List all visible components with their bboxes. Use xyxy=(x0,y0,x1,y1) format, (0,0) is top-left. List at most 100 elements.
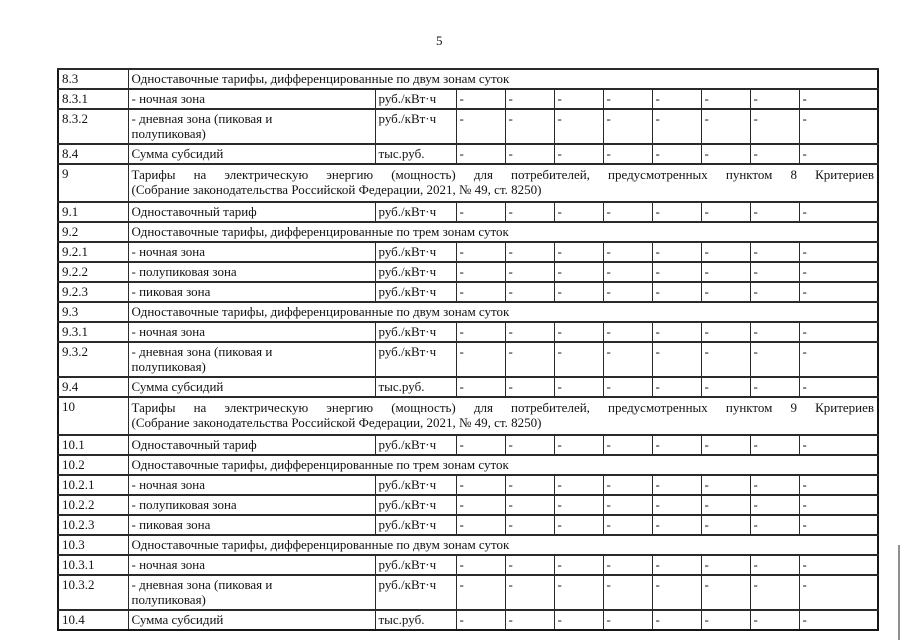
row-number-cell: 10.2.3 xyxy=(57,514,129,536)
value-cell: - xyxy=(455,434,506,456)
description-cell: - ночная зона xyxy=(127,474,376,496)
section-title-cell: Одноставочные тарифы, дифференцированные… xyxy=(127,68,879,90)
value-cell: - xyxy=(651,108,702,145)
unit-cell: руб./кВт·ч xyxy=(374,574,457,611)
value-cell: - xyxy=(700,434,751,456)
description-cell: - дневная зона (пиковая и полупиковая) xyxy=(127,341,376,378)
value-cell: - xyxy=(455,321,506,343)
value-cell: - xyxy=(798,474,879,496)
value-cell: - xyxy=(504,241,555,263)
value-cell: - xyxy=(602,434,653,456)
table-row: 8.3.1- ночная зона руб./кВт·ч - - - - - - - - xyxy=(57,88,879,110)
value-cell: - xyxy=(504,108,555,145)
value-cell: - xyxy=(798,494,879,516)
value-cell: - xyxy=(651,241,702,263)
unit-cell: руб./кВт·ч xyxy=(374,281,457,303)
row-number-cell: 10.2.1 xyxy=(57,474,129,496)
value-cell: - xyxy=(749,474,800,496)
row-number-cell: 8.3.1 xyxy=(57,88,129,110)
row-number-cell: 10.2.2 xyxy=(57,494,129,516)
section-title-cell: Одноставочные тарифы, дифференцированные… xyxy=(127,221,879,243)
value-cell: - xyxy=(602,143,653,165)
value-cell: - xyxy=(798,261,879,283)
value-cell: - xyxy=(651,321,702,343)
value-cell: - xyxy=(504,574,555,611)
table-row: 10 Тарифы на электрическую энергию (мощно… xyxy=(57,396,879,436)
value-cell: - xyxy=(602,88,653,110)
value-cell: - xyxy=(651,261,702,283)
value-cell: - xyxy=(455,574,506,611)
value-cell: - xyxy=(700,143,751,165)
value-cell: - xyxy=(700,554,751,576)
value-cell: - xyxy=(553,341,604,378)
description-cell: Сумма субсидий xyxy=(127,143,376,165)
value-cell: - xyxy=(749,514,800,536)
section-title-cell: Одноставочные тарифы, дифференцированные… xyxy=(127,454,879,476)
table-row: 10.1 Одноставочный тариф руб./кВт·ч - - - - - - -… xyxy=(57,434,879,456)
value-cell: - xyxy=(749,376,800,398)
value-cell: - xyxy=(455,474,506,496)
value-cell: - xyxy=(504,554,555,576)
value-cell: - xyxy=(553,108,604,145)
value-cell: - xyxy=(455,514,506,536)
row-number-cell: 9.4 xyxy=(57,376,129,398)
value-cell: - xyxy=(553,143,604,165)
value-cell: - xyxy=(455,281,506,303)
value-cell: - xyxy=(504,261,555,283)
value-cell: - xyxy=(651,554,702,576)
value-cell: - xyxy=(504,376,555,398)
value-cell: - xyxy=(602,554,653,576)
value-cell: - xyxy=(700,341,751,378)
table-row: 9.2.2- полупиковая зона руб./кВт·ч - - - - - - -… xyxy=(57,261,879,283)
unit-cell: руб./кВт·ч xyxy=(374,514,457,536)
unit-cell: руб./кВт·ч xyxy=(374,474,457,496)
value-cell: - xyxy=(749,241,800,263)
table-row: 9.4 Сумма субсидий тыс.руб. - - - - - - - - xyxy=(57,376,879,398)
value-cell: - xyxy=(553,514,604,536)
value-cell: - xyxy=(798,108,879,145)
value-cell: - xyxy=(700,376,751,398)
unit-cell: руб./кВт·ч xyxy=(374,201,457,223)
unit-cell: тыс.руб. xyxy=(374,376,457,398)
table-row: 9.3.1- ночная зона руб./кВт·ч - - - - - - - - xyxy=(57,321,879,343)
unit-cell: руб./кВт·ч xyxy=(374,494,457,516)
table-row: 9.2 Одноставочные тарифы, дифференцирован… xyxy=(57,221,879,243)
value-cell: - xyxy=(602,261,653,283)
row-number-cell: 9.3 xyxy=(57,301,129,323)
row-number-cell: 10.1 xyxy=(57,434,129,456)
unit-cell: тыс.руб. xyxy=(374,609,457,631)
value-cell: - xyxy=(651,201,702,223)
value-cell: - xyxy=(455,376,506,398)
value-cell: - xyxy=(700,474,751,496)
value-cell: - xyxy=(455,143,506,165)
row-number-cell: 10.3.1 xyxy=(57,554,129,576)
section-title-cell: Одноставочные тарифы, дифференцированные… xyxy=(127,301,879,323)
value-cell: - xyxy=(553,434,604,456)
table-row: 8.3 Одноставочные тарифы, дифференцирован… xyxy=(57,68,879,90)
value-cell: - xyxy=(749,281,800,303)
description-cell: - пиковая зона xyxy=(127,281,376,303)
row-number-cell: 9.2.2 xyxy=(57,261,129,283)
value-cell: - xyxy=(504,321,555,343)
value-cell: - xyxy=(553,321,604,343)
value-cell: - xyxy=(651,574,702,611)
section-title-line: Одноставочные тарифы, дифференцированные… xyxy=(131,71,510,86)
table-row: 10.3 Одноставочные тарифы, дифференцирова… xyxy=(57,534,879,556)
section-title-line: Одноставочные тарифы, дифференцированные… xyxy=(131,457,509,472)
value-cell: - xyxy=(602,474,653,496)
value-cell: - xyxy=(504,494,555,516)
table-row: 9 Тарифы на электрическую энергию (мощнос… xyxy=(57,163,879,203)
description-cell: - ночная зона xyxy=(127,88,376,110)
section-title-line: Тарифы на электрическую энергию (мощност… xyxy=(131,167,875,182)
value-cell: - xyxy=(504,514,555,536)
table-row: 9.2.1- ночная зона руб./кВт·ч - - - - - - - - xyxy=(57,241,879,263)
value-cell: - xyxy=(700,108,751,145)
section-title-cell: Одноставочные тарифы, дифференцированные… xyxy=(127,534,879,556)
description-cell: - ночная зона xyxy=(127,321,376,343)
unit-cell: руб./кВт·ч xyxy=(374,554,457,576)
table-row: 10.2.1- ночная зона руб./кВт·ч - - - - - - - - xyxy=(57,474,879,496)
value-cell: - xyxy=(700,201,751,223)
section-title-line: Тарифы на электрическую энергию (мощност… xyxy=(131,400,875,415)
value-cell: - xyxy=(602,321,653,343)
value-cell: - xyxy=(798,143,879,165)
